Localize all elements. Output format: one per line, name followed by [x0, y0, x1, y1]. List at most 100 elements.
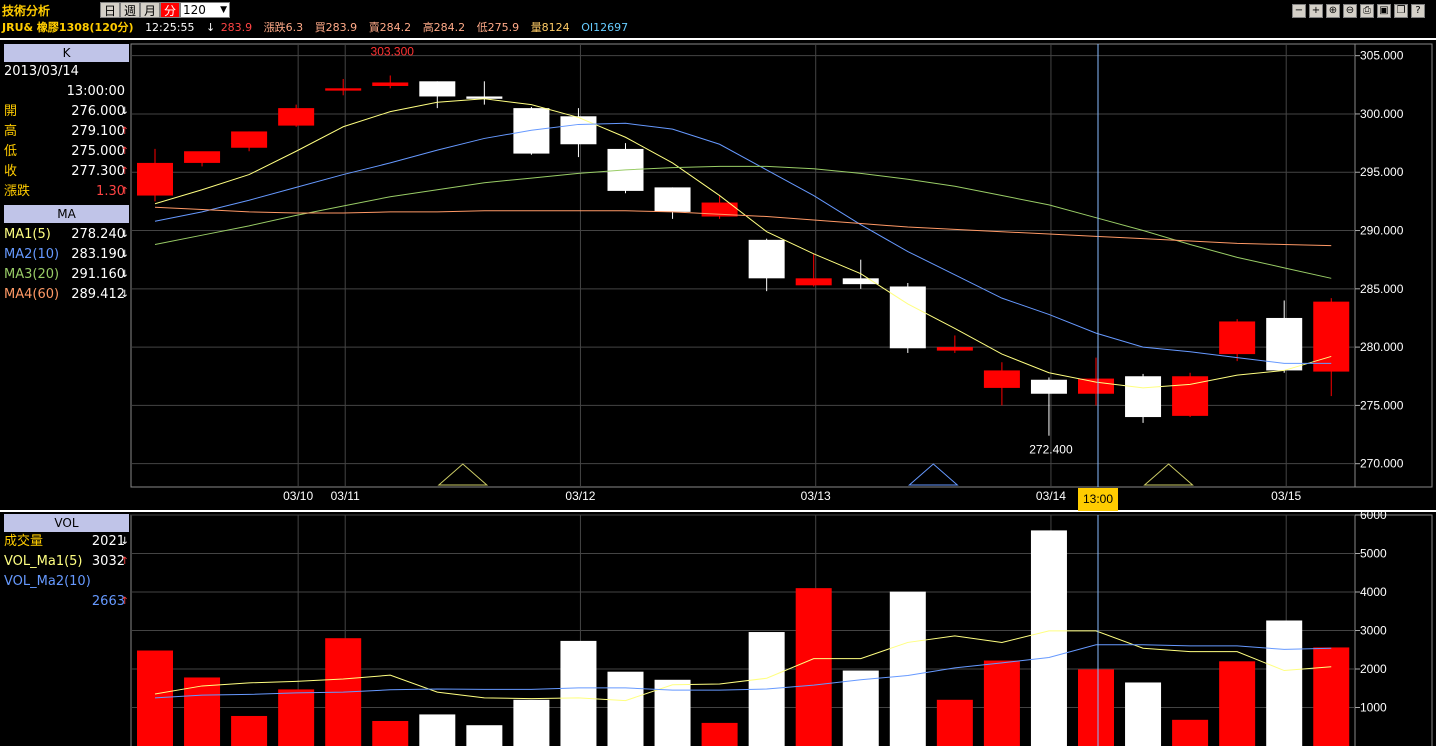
candle-body	[466, 96, 503, 99]
period-select[interactable]: 120 ▼	[180, 2, 230, 18]
price-tick-label: 300.000	[1360, 107, 1404, 121]
volume-bar	[372, 720, 409, 746]
ma-line	[154, 122, 1332, 364]
volume-bar	[795, 588, 832, 746]
volume-bar	[1219, 661, 1256, 746]
save-icon[interactable]: ▣	[1377, 4, 1391, 18]
vol-field-value: 3032	[91, 554, 125, 569]
ma-panel-header: MA	[4, 205, 129, 223]
tab-month[interactable]: 月	[140, 2, 160, 18]
candle	[1172, 372, 1209, 418]
candle-body	[325, 88, 362, 91]
arrow-down-icon: ↓	[120, 229, 129, 240]
k-field-value: 277.300	[71, 164, 125, 179]
price-panel-frame	[130, 43, 1433, 488]
candle	[936, 335, 973, 353]
volume-tick-label: 3000	[1360, 624, 1387, 638]
help-icon[interactable]: ?	[1411, 4, 1425, 18]
tab-minute[interactable]: 分	[160, 2, 180, 18]
app-title: 技術分析	[2, 4, 51, 18]
minus-icon[interactable]: −	[1292, 4, 1306, 18]
candle-body	[560, 116, 597, 145]
candle	[560, 108, 597, 158]
candle	[372, 75, 409, 89]
k-time: 13:00:00	[4, 82, 129, 102]
vol-field-value: 2021	[91, 534, 125, 549]
header-separator	[0, 38, 1436, 40]
candle-body	[184, 151, 221, 163]
volume-bar	[513, 699, 550, 746]
quote-oi: OI12697	[581, 21, 629, 34]
vol-field-label: 成交量	[4, 534, 44, 549]
quote-price: 283.9	[220, 21, 253, 34]
k-field-row: 收 277.300 ↑	[4, 162, 129, 182]
quote-line: JRU& 橡膠1308(120分) 12:25:55 ↓ 283.9 漲跌6.3…	[0, 19, 1436, 34]
print-icon[interactable]: ⎙	[1360, 4, 1374, 18]
volume-bar	[701, 722, 738, 746]
volume-tick-label: 2000	[1360, 662, 1387, 676]
candle-body	[701, 202, 738, 217]
ma-field-value: 283.190	[71, 247, 125, 262]
volume-tick-label: 1000	[1360, 701, 1387, 715]
k-field-value: 279.100	[71, 124, 125, 139]
volume-bar	[231, 715, 268, 746]
tab-day[interactable]: 日	[100, 2, 120, 18]
zoom-out-icon[interactable]: ⊖	[1343, 4, 1357, 18]
k-field-label: 漲跌	[4, 184, 31, 199]
candle	[325, 78, 362, 96]
price-tick-label: 275.000	[1360, 398, 1404, 412]
quote-low: 低275.9	[476, 21, 520, 34]
candle-body	[231, 131, 268, 148]
candle	[1219, 319, 1256, 362]
signal-marker	[1143, 463, 1194, 486]
price-tick-label: 290.000	[1360, 224, 1404, 238]
ma-field-value: 289.412	[71, 287, 125, 302]
candle-body	[137, 162, 173, 196]
k-field-row: 開 276.000 ↓	[4, 102, 129, 122]
quote-symbol: JRU& 橡膠1308(120分)	[2, 21, 134, 34]
candle-body	[983, 370, 1020, 388]
vol-panel-header: VOL	[4, 514, 129, 532]
candle-body	[1313, 301, 1350, 372]
chevron-down-icon[interactable]: ▼	[220, 5, 227, 15]
tab-week[interactable]: 週	[120, 2, 140, 18]
volume-bar	[1030, 530, 1067, 746]
volume-bar	[607, 671, 644, 746]
volume-bar	[184, 677, 221, 746]
plus-icon[interactable]: +	[1309, 4, 1323, 18]
candle	[748, 238, 785, 292]
volume-bar	[466, 725, 503, 746]
ma-line	[154, 206, 1332, 247]
candle	[1125, 373, 1162, 423]
arrow-up-icon: ↑	[120, 186, 129, 197]
candle	[137, 148, 173, 202]
candle-body	[1266, 317, 1303, 371]
arrow-up-icon: ↑	[120, 146, 129, 157]
candle	[607, 143, 644, 194]
zoom-in-icon[interactable]: ⊕	[1326, 4, 1340, 18]
ma-line	[154, 165, 1332, 279]
candle	[983, 362, 1020, 406]
candle	[184, 151, 221, 167]
restore-icon[interactable]: ❐	[1394, 4, 1408, 18]
candle	[701, 195, 738, 219]
candle	[1030, 377, 1067, 436]
volume-bar	[1172, 719, 1209, 746]
candle-body	[278, 108, 315, 126]
volume-bar	[1125, 682, 1162, 746]
candle-body	[748, 239, 785, 279]
candle	[513, 106, 550, 155]
date-tick-label: 03/13	[801, 489, 831, 503]
volume-bar	[654, 679, 691, 746]
price-tick-label: 270.000	[1360, 457, 1404, 471]
vol-field-label: VOL_Ma2(10)	[4, 574, 91, 589]
candle-body	[1219, 321, 1256, 355]
price-tick-label: 295.000	[1360, 165, 1404, 179]
ma-field-value: 278.240	[71, 227, 125, 242]
arrow-up-icon: ↑	[120, 166, 129, 177]
candle	[231, 131, 268, 152]
candle	[795, 253, 832, 287]
volume-tick-label: 4000	[1360, 585, 1387, 599]
candle-body	[1030, 379, 1067, 394]
